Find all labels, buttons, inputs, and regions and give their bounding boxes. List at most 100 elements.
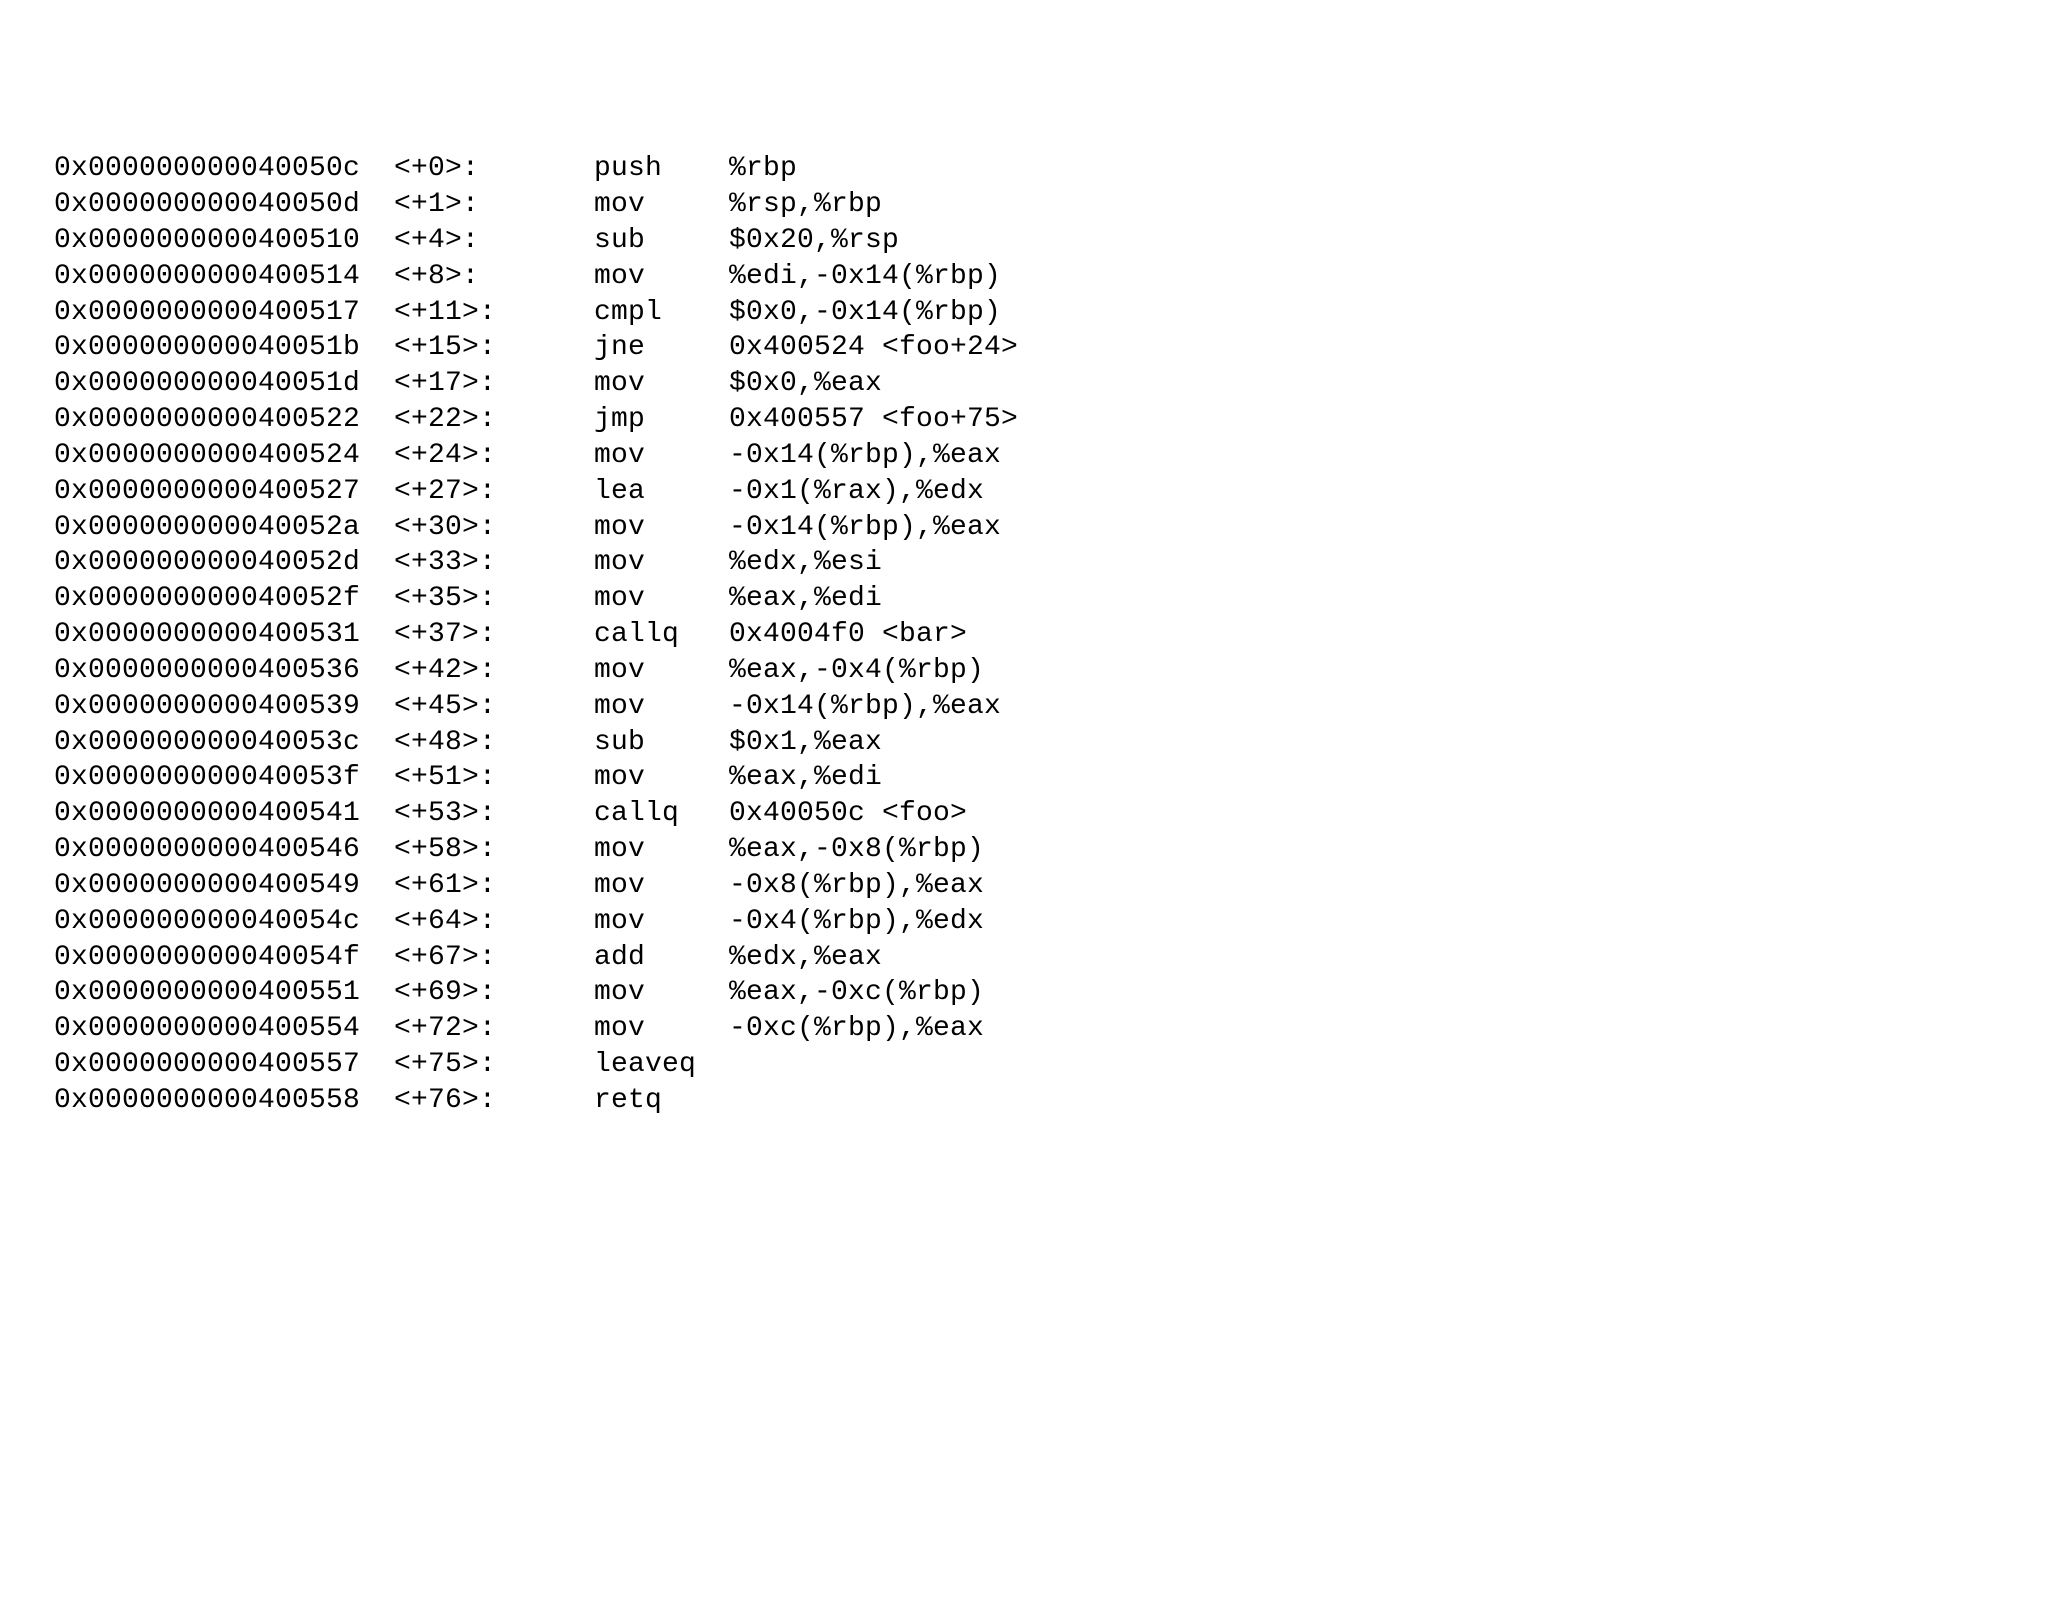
instruction-operands: %eax,%edi [729, 581, 882, 617]
instruction-mnemonic: mov [594, 581, 729, 617]
disassembly-line: 0x0000000000400546<+58>:mov%eax,-0x8(%rb… [54, 832, 2046, 868]
instruction-address: 0x000000000040051b [54, 330, 394, 366]
instruction-operands: %eax,-0x8(%rbp) [729, 832, 984, 868]
instruction-offset: <+42>: [394, 653, 594, 689]
instruction-offset: <+75>: [394, 1047, 594, 1083]
disassembly-line: 0x0000000000400551<+69>:mov%eax,-0xc(%rb… [54, 975, 2046, 1011]
instruction-mnemonic: lea [594, 474, 729, 510]
instruction-offset: <+17>: [394, 366, 594, 402]
instruction-mnemonic: sub [594, 725, 729, 761]
instruction-operands: $0x0,%eax [729, 366, 882, 402]
instruction-offset: <+48>: [394, 725, 594, 761]
instruction-offset: <+0>: [394, 151, 594, 187]
instruction-offset: <+35>: [394, 581, 594, 617]
instruction-operands: %edi,-0x14(%rbp) [729, 259, 1001, 295]
instruction-offset: <+22>: [394, 402, 594, 438]
instruction-operands: -0x1(%rax),%edx [729, 474, 984, 510]
instruction-address: 0x0000000000400554 [54, 1011, 394, 1047]
disassembly-line: 0x0000000000400522<+22>:jmp0x400557 <foo… [54, 402, 2046, 438]
instruction-operands: %edx,%esi [729, 545, 882, 581]
instruction-address: 0x000000000040051d [54, 366, 394, 402]
instruction-address: 0x000000000040054c [54, 904, 394, 940]
instruction-operands: -0x4(%rbp),%edx [729, 904, 984, 940]
instruction-mnemonic: callq [594, 796, 729, 832]
instruction-mnemonic: leaveq [594, 1047, 729, 1083]
disassembly-line: 0x0000000000400536<+42>:mov%eax,-0x4(%rb… [54, 653, 2046, 689]
instruction-mnemonic: mov [594, 653, 729, 689]
instruction-mnemonic: mov [594, 1011, 729, 1047]
instruction-offset: <+58>: [394, 832, 594, 868]
instruction-address: 0x000000000040052f [54, 581, 394, 617]
disassembly-line: 0x000000000040050d<+1>:mov%rsp,%rbp [54, 187, 2046, 223]
disassembly-line: 0x000000000040052d<+33>:mov%edx,%esi [54, 545, 2046, 581]
instruction-offset: <+8>: [394, 259, 594, 295]
instruction-address: 0x0000000000400539 [54, 689, 394, 725]
instruction-mnemonic: callq [594, 617, 729, 653]
instruction-operands: -0xc(%rbp),%eax [729, 1011, 984, 1047]
instruction-operands: %rbp [729, 151, 797, 187]
instruction-address: 0x000000000040052d [54, 545, 394, 581]
instruction-address: 0x000000000040050c [54, 151, 394, 187]
instruction-mnemonic: retq [594, 1083, 729, 1119]
disassembly-line: 0x0000000000400549<+61>:mov-0x8(%rbp),%e… [54, 868, 2046, 904]
instruction-offset: <+11>: [394, 295, 594, 331]
instruction-address: 0x0000000000400541 [54, 796, 394, 832]
instruction-mnemonic: mov [594, 760, 729, 796]
instruction-offset: <+69>: [394, 975, 594, 1011]
instruction-offset: <+64>: [394, 904, 594, 940]
instruction-operands: $0x1,%eax [729, 725, 882, 761]
instruction-mnemonic: mov [594, 366, 729, 402]
instruction-mnemonic: sub [594, 223, 729, 259]
instruction-address: 0x0000000000400510 [54, 223, 394, 259]
instruction-offset: <+27>: [394, 474, 594, 510]
instruction-mnemonic: mov [594, 545, 729, 581]
instruction-offset: <+30>: [394, 510, 594, 546]
instruction-offset: <+53>: [394, 796, 594, 832]
instruction-address: 0x0000000000400546 [54, 832, 394, 868]
instruction-mnemonic: mov [594, 187, 729, 223]
disassembly-line: 0x000000000040053c<+48>:sub$0x1,%eax [54, 725, 2046, 761]
instruction-address: 0x0000000000400524 [54, 438, 394, 474]
disassembly-line: 0x000000000040051d<+17>:mov$0x0,%eax [54, 366, 2046, 402]
instruction-address: 0x0000000000400527 [54, 474, 394, 510]
disassembly-line: 0x0000000000400514<+8>:mov%edi,-0x14(%rb… [54, 259, 2046, 295]
disassembly-line: 0x0000000000400524<+24>:mov-0x14(%rbp),%… [54, 438, 2046, 474]
disassembly-line: 0x000000000040054c<+64>:mov-0x4(%rbp),%e… [54, 904, 2046, 940]
instruction-offset: <+67>: [394, 940, 594, 976]
instruction-operands: %eax,-0xc(%rbp) [729, 975, 984, 1011]
instruction-mnemonic: mov [594, 975, 729, 1011]
instruction-mnemonic: push [594, 151, 729, 187]
instruction-operands: %eax,-0x4(%rbp) [729, 653, 984, 689]
instruction-operands: -0x14(%rbp),%eax [729, 689, 1001, 725]
instruction-mnemonic: mov [594, 510, 729, 546]
disassembly-line: 0x000000000040051b<+15>:jne0x400524 <foo… [54, 330, 2046, 366]
instruction-address: 0x000000000040053c [54, 725, 394, 761]
instruction-address: 0x000000000040053f [54, 760, 394, 796]
disassembly-line: 0x0000000000400558<+76>:retq [54, 1083, 2046, 1119]
disassembly-line: 0x0000000000400510<+4>:sub$0x20,%rsp [54, 223, 2046, 259]
instruction-mnemonic: cmpl [594, 295, 729, 331]
instruction-operands: 0x400524 <foo+24> [729, 330, 1018, 366]
disassembly-line: 0x000000000040050c<+0>:push%rbp [54, 151, 2046, 187]
instruction-address: 0x000000000040054f [54, 940, 394, 976]
disassembly-line: 0x000000000040053f<+51>:mov%eax,%edi [54, 760, 2046, 796]
disassembly-line: 0x000000000040052a<+30>:mov-0x14(%rbp),%… [54, 510, 2046, 546]
instruction-mnemonic: mov [594, 438, 729, 474]
instruction-address: 0x0000000000400514 [54, 259, 394, 295]
instruction-offset: <+37>: [394, 617, 594, 653]
disassembly-line: 0x0000000000400527<+27>:lea-0x1(%rax),%e… [54, 474, 2046, 510]
disassembly-line: 0x0000000000400517<+11>:cmpl$0x0,-0x14(%… [54, 295, 2046, 331]
instruction-mnemonic: mov [594, 904, 729, 940]
instruction-operands: 0x4004f0 <bar> [729, 617, 967, 653]
instruction-operands: %edx,%eax [729, 940, 882, 976]
disassembly-line: 0x0000000000400541<+53>:callq0x40050c <f… [54, 796, 2046, 832]
instruction-offset: <+61>: [394, 868, 594, 904]
instruction-operands: %eax,%edi [729, 760, 882, 796]
instruction-mnemonic: jmp [594, 402, 729, 438]
instruction-offset: <+51>: [394, 760, 594, 796]
disassembly-line: 0x0000000000400531<+37>:callq0x4004f0 <b… [54, 617, 2046, 653]
instruction-address: 0x000000000040050d [54, 187, 394, 223]
instruction-offset: <+1>: [394, 187, 594, 223]
disassembly-line: 0x000000000040054f<+67>:add%edx,%eax [54, 940, 2046, 976]
instruction-operands: -0x14(%rbp),%eax [729, 438, 1001, 474]
